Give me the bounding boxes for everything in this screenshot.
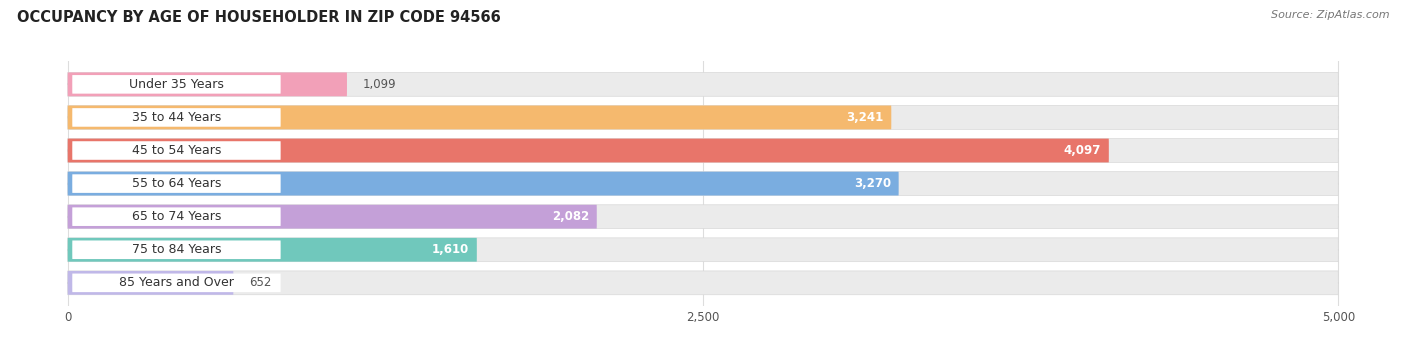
FancyBboxPatch shape — [72, 207, 281, 226]
FancyBboxPatch shape — [67, 105, 1339, 129]
Text: 1,610: 1,610 — [432, 243, 470, 256]
FancyBboxPatch shape — [67, 238, 477, 262]
FancyBboxPatch shape — [67, 172, 1339, 195]
FancyBboxPatch shape — [67, 105, 891, 129]
FancyBboxPatch shape — [67, 139, 1339, 163]
Text: 45 to 54 Years: 45 to 54 Years — [132, 144, 221, 157]
Text: OCCUPANCY BY AGE OF HOUSEHOLDER IN ZIP CODE 94566: OCCUPANCY BY AGE OF HOUSEHOLDER IN ZIP C… — [17, 10, 501, 25]
FancyBboxPatch shape — [67, 205, 1339, 228]
FancyBboxPatch shape — [67, 238, 1339, 262]
Text: Source: ZipAtlas.com: Source: ZipAtlas.com — [1271, 10, 1389, 20]
FancyBboxPatch shape — [67, 72, 347, 96]
Text: 652: 652 — [249, 276, 271, 289]
Text: 4,097: 4,097 — [1064, 144, 1101, 157]
Text: 85 Years and Over: 85 Years and Over — [120, 276, 233, 289]
Text: 1,099: 1,099 — [363, 78, 396, 91]
FancyBboxPatch shape — [72, 75, 281, 94]
Text: 55 to 64 Years: 55 to 64 Years — [132, 177, 221, 190]
Text: 2,082: 2,082 — [553, 210, 589, 223]
Text: 3,241: 3,241 — [846, 111, 884, 124]
FancyBboxPatch shape — [67, 139, 1109, 163]
FancyBboxPatch shape — [72, 274, 281, 292]
FancyBboxPatch shape — [72, 141, 281, 160]
FancyBboxPatch shape — [67, 271, 233, 295]
Text: 3,270: 3,270 — [853, 177, 891, 190]
FancyBboxPatch shape — [67, 271, 1339, 295]
Text: 65 to 74 Years: 65 to 74 Years — [132, 210, 221, 223]
FancyBboxPatch shape — [67, 172, 898, 195]
FancyBboxPatch shape — [72, 108, 281, 127]
Text: 35 to 44 Years: 35 to 44 Years — [132, 111, 221, 124]
Text: Under 35 Years: Under 35 Years — [129, 78, 224, 91]
FancyBboxPatch shape — [72, 174, 281, 193]
FancyBboxPatch shape — [72, 240, 281, 259]
FancyBboxPatch shape — [67, 72, 1339, 96]
Text: 75 to 84 Years: 75 to 84 Years — [132, 243, 221, 256]
FancyBboxPatch shape — [67, 205, 596, 228]
